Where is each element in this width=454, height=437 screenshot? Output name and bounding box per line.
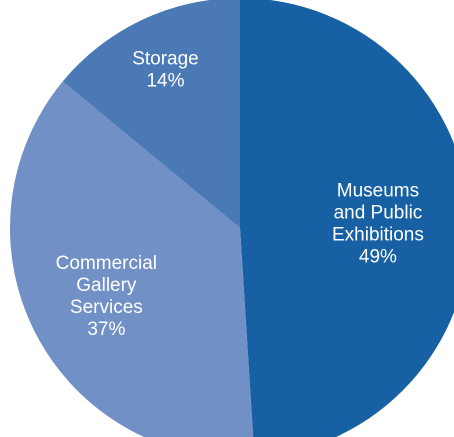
slice-name-line: Storage bbox=[132, 49, 199, 70]
pie-slices bbox=[10, 0, 454, 437]
slice-name-line: Exhibitions bbox=[332, 225, 424, 246]
slice-name-line: Gallery bbox=[76, 275, 137, 296]
slice-name-line: Services bbox=[70, 297, 143, 318]
slice-name-line: Commercial bbox=[56, 253, 157, 274]
pie-slice bbox=[240, 0, 454, 437]
slice-label: Commercial Gallery Services 37% bbox=[56, 253, 157, 340]
slice-label: Museums and Public Exhibitions 49% bbox=[332, 181, 424, 268]
slice-name-line: and Public bbox=[334, 203, 423, 224]
pie-slice bbox=[62, 0, 240, 228]
slice-value-label: 14% bbox=[146, 71, 184, 92]
slice-name-line: Museums bbox=[337, 181, 419, 202]
pie-slice bbox=[10, 81, 254, 437]
slice-value-label: 49% bbox=[359, 247, 397, 268]
pie-labels: Museums and Public Exhibitions 49% Commercia… bbox=[56, 49, 424, 340]
slice-label: Storage 14% bbox=[132, 49, 199, 92]
slice-value-label: 37% bbox=[87, 319, 125, 340]
